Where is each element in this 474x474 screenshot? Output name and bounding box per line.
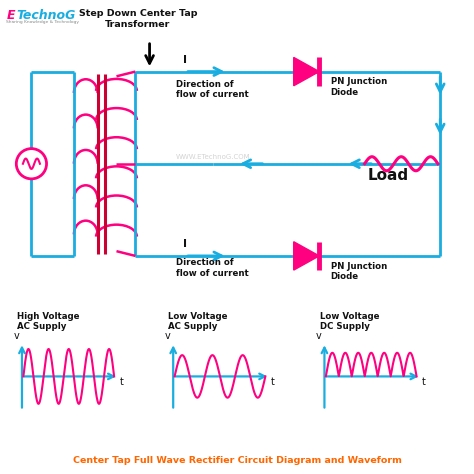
Text: I: I xyxy=(183,239,187,249)
Text: WWW.ETechnoG.COM: WWW.ETechnoG.COM xyxy=(176,154,251,160)
Text: I: I xyxy=(183,55,187,65)
Text: E: E xyxy=(6,9,15,22)
Text: Low Voltage
AC Supply: Low Voltage AC Supply xyxy=(168,312,228,331)
Text: Direction of
flow of current: Direction of flow of current xyxy=(175,258,248,278)
Text: Load: Load xyxy=(368,168,409,183)
Text: Sharing Knowledge & Technology: Sharing Knowledge & Technology xyxy=(6,19,79,24)
Text: PN Junction
Diode: PN Junction Diode xyxy=(330,77,387,97)
Text: v: v xyxy=(164,331,170,341)
Text: Center Tap Full Wave Rectifier Circuit Diagram and Waveform: Center Tap Full Wave Rectifier Circuit D… xyxy=(73,456,401,465)
Text: t: t xyxy=(422,377,426,387)
Text: t: t xyxy=(271,377,274,387)
Polygon shape xyxy=(294,242,319,270)
Text: TechnoG: TechnoG xyxy=(17,9,76,22)
Text: t: t xyxy=(119,377,123,387)
Text: High Voltage
AC Supply: High Voltage AC Supply xyxy=(17,312,80,331)
Text: Step Down Center Tap
Transformer: Step Down Center Tap Transformer xyxy=(79,9,197,28)
Text: Direction of
flow of current: Direction of flow of current xyxy=(175,80,248,100)
Text: v: v xyxy=(316,331,322,341)
Text: PN Junction
Diode: PN Junction Diode xyxy=(330,262,387,281)
Polygon shape xyxy=(294,57,319,86)
Text: Low Voltage
DC Supply: Low Voltage DC Supply xyxy=(319,312,379,331)
Text: v: v xyxy=(13,331,19,341)
